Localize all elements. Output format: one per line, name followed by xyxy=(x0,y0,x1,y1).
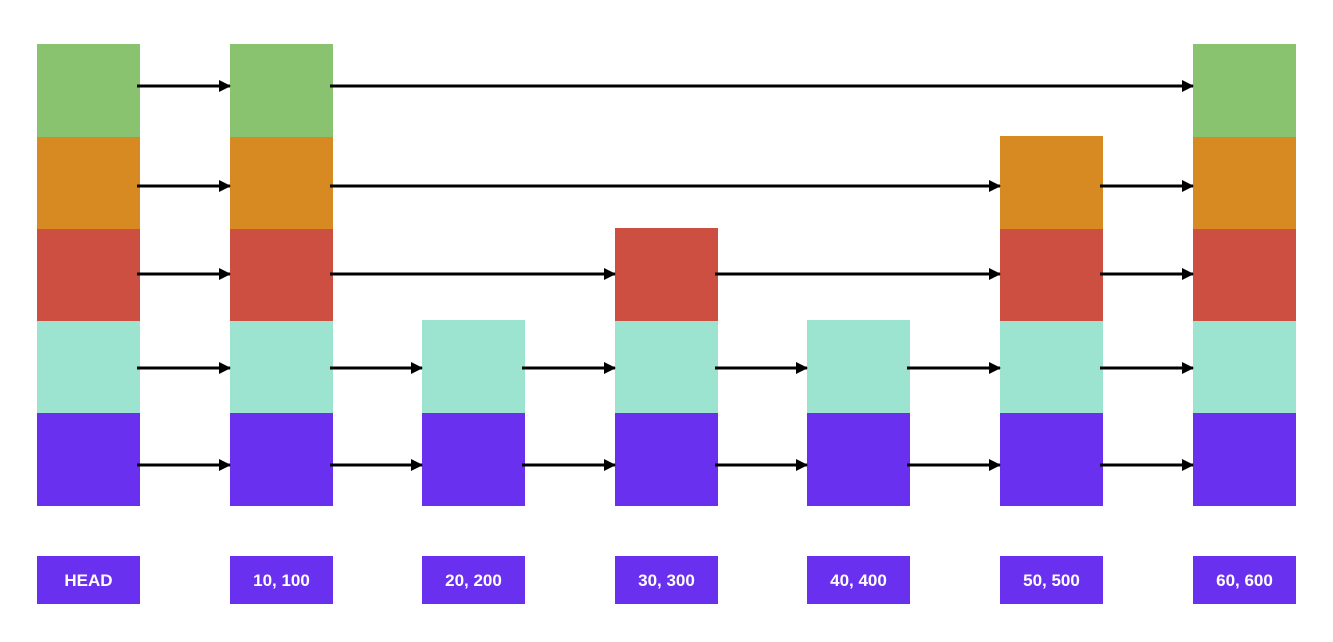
node-6-level-2-box xyxy=(1193,228,1296,321)
level-pointers xyxy=(137,80,1194,471)
node-5-level-3-box xyxy=(1000,136,1103,229)
node-2-label: 20, 200 xyxy=(445,571,502,590)
node-5-level-2-box xyxy=(1000,228,1103,321)
node-6-label: 60, 600 xyxy=(1216,571,1273,590)
node-towers xyxy=(37,44,1296,506)
node-6-level-3-box xyxy=(1193,136,1296,229)
node-2-label-box xyxy=(422,556,525,604)
node-5-level-1-box xyxy=(1000,320,1103,413)
node-4-label: 40, 400 xyxy=(830,571,887,590)
node-0-label: HEAD xyxy=(64,571,112,590)
node-1-level-2-box xyxy=(230,228,333,321)
node-4-label-box xyxy=(807,556,910,604)
node-0-level-3-box xyxy=(37,136,140,229)
node-1-level-3-box xyxy=(230,136,333,229)
node-0-level-4-box xyxy=(37,44,140,137)
node-2-level-1-box xyxy=(422,320,525,413)
node-1-label: 10, 100 xyxy=(253,571,310,590)
node-4-level-1-box xyxy=(807,320,910,413)
node-labels: HEAD 10, 100 20, 200 30, 300 40, 400 50, 500 6… xyxy=(37,556,1296,604)
node-0-label-box xyxy=(37,556,140,604)
node-3-label: 30, 300 xyxy=(638,571,695,590)
node-6-level-4-box xyxy=(1193,44,1296,137)
node-5-label-box xyxy=(1000,556,1103,604)
node-1-level-4-box xyxy=(230,44,333,137)
node-0-level-0-box xyxy=(37,413,140,506)
node-1-level-0-box xyxy=(230,413,333,506)
node-0-level-1-box xyxy=(37,320,140,413)
node-3-level-1-box xyxy=(615,320,718,413)
node-4-level-0-box xyxy=(807,413,910,506)
node-6-level-0-box xyxy=(1193,413,1296,506)
node-6-label-box xyxy=(1193,556,1296,604)
node-3-level-2-box xyxy=(615,228,718,321)
node-5-label: 50, 500 xyxy=(1023,571,1080,590)
node-1-label-box xyxy=(230,556,333,604)
node-5-level-0-box xyxy=(1000,413,1103,506)
node-1-level-1-box xyxy=(230,320,333,413)
node-3-label-box xyxy=(615,556,718,604)
node-3-level-0-box xyxy=(615,413,718,506)
node-2-level-0-box xyxy=(422,413,525,506)
node-6-level-1-box xyxy=(1193,320,1296,413)
node-0-level-2-box xyxy=(37,228,140,321)
